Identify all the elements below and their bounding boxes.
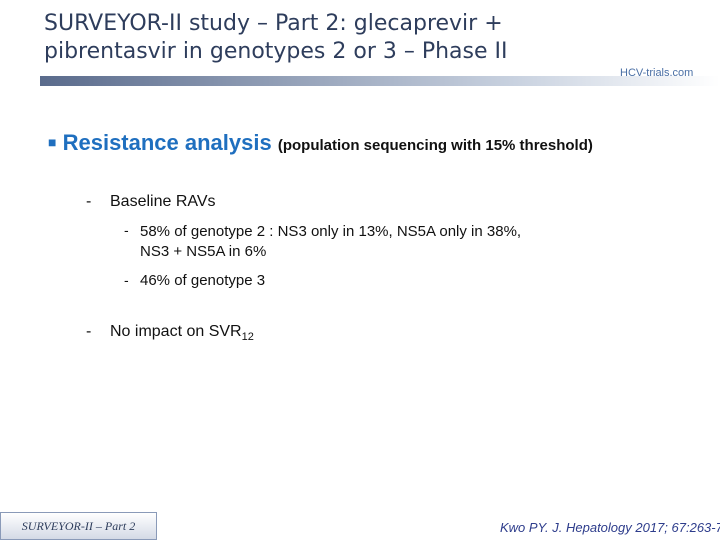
title-line: SURVEYOR-II study – Part 2: glecaprevir … [44, 11, 503, 36]
dash: - [124, 272, 129, 288]
subscript: 12 [241, 331, 254, 344]
footer-left: SURVEYOR-II – Part 2 [0, 512, 157, 540]
subitem-line: NS3 + NS5A in 6% [140, 243, 267, 260]
subitem-line: 46% of genotype 3 [140, 272, 266, 289]
title-line: pibrentasvir in genotypes 2 or 3 – Phase… [44, 39, 508, 64]
logo: HCV-trials.com [620, 67, 694, 79]
subitem: 58% of genotype 2 : NS3 only in 13%, NS5… [140, 222, 521, 262]
item-text: No impact on SVR [110, 323, 242, 340]
item: Baseline RAVs [110, 193, 216, 210]
bullet: ■ [48, 134, 57, 150]
dash: - [86, 193, 92, 210]
heading-text: Resistance analysis [62, 130, 272, 155]
dash: - [86, 323, 92, 340]
subitem: 46% of genotype 3 [140, 271, 265, 291]
item: No impact on SVR12 [110, 322, 254, 347]
subitem-line: 58% of genotype 2 : NS3 only in 13%, NS5… [140, 223, 522, 240]
title: SURVEYOR-II study – Part 2: glecaprevir … [44, 10, 508, 66]
title-bar [40, 76, 720, 86]
heading-note: (population sequencing with 15% threshol… [277, 137, 593, 154]
heading: ■ Resistance analysis (population sequen… [48, 130, 593, 156]
dash: - [124, 222, 129, 238]
footer-right: Kwo PY. J. Hepatology 2017; 67:263-71 [500, 520, 720, 535]
